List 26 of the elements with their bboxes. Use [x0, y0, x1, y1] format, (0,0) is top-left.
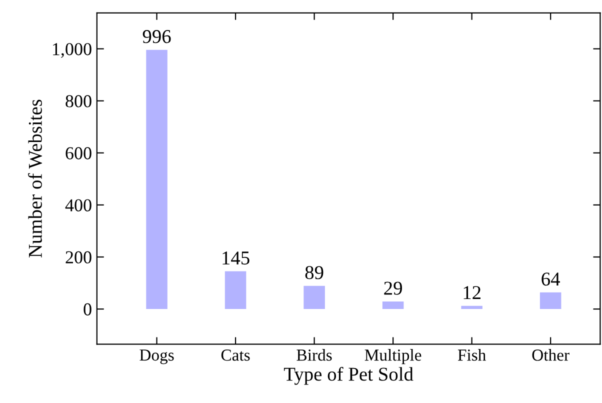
- y-tick-label: 400: [65, 199, 92, 212]
- x-axis-title: Type of Pet Sold: [284, 366, 414, 385]
- y-tick-label: 200: [66, 251, 92, 264]
- bar: [382, 301, 404, 310]
- bar: [224, 271, 246, 310]
- y-tick-label: 1,000: [53, 43, 92, 58]
- data-label: 145: [222, 252, 250, 265]
- data-label: 12: [464, 286, 480, 299]
- data-label: 64: [542, 272, 560, 286]
- data-label: 89: [305, 266, 324, 280]
- x-tick-label: Other: [532, 349, 570, 361]
- x-tick-label: Cats: [221, 350, 250, 361]
- y-tick-label: 800: [66, 95, 92, 108]
- data-label: 29: [384, 282, 402, 295]
- bar: [304, 286, 325, 310]
- y-tick-label: 0: [84, 303, 92, 316]
- bar: [461, 306, 482, 310]
- x-tick-label: Fish: [458, 349, 486, 361]
- bar: [146, 50, 168, 310]
- y-axis-title: Number of Websites: [28, 100, 42, 258]
- data-label: 996: [142, 30, 171, 44]
- x-tick-label: Dogs: [140, 350, 174, 364]
- bar: [540, 292, 562, 310]
- y-tick-label: 600: [66, 147, 92, 160]
- x-tick-label: Multiple: [364, 349, 422, 364]
- x-tick-label: Birds: [296, 349, 332, 361]
